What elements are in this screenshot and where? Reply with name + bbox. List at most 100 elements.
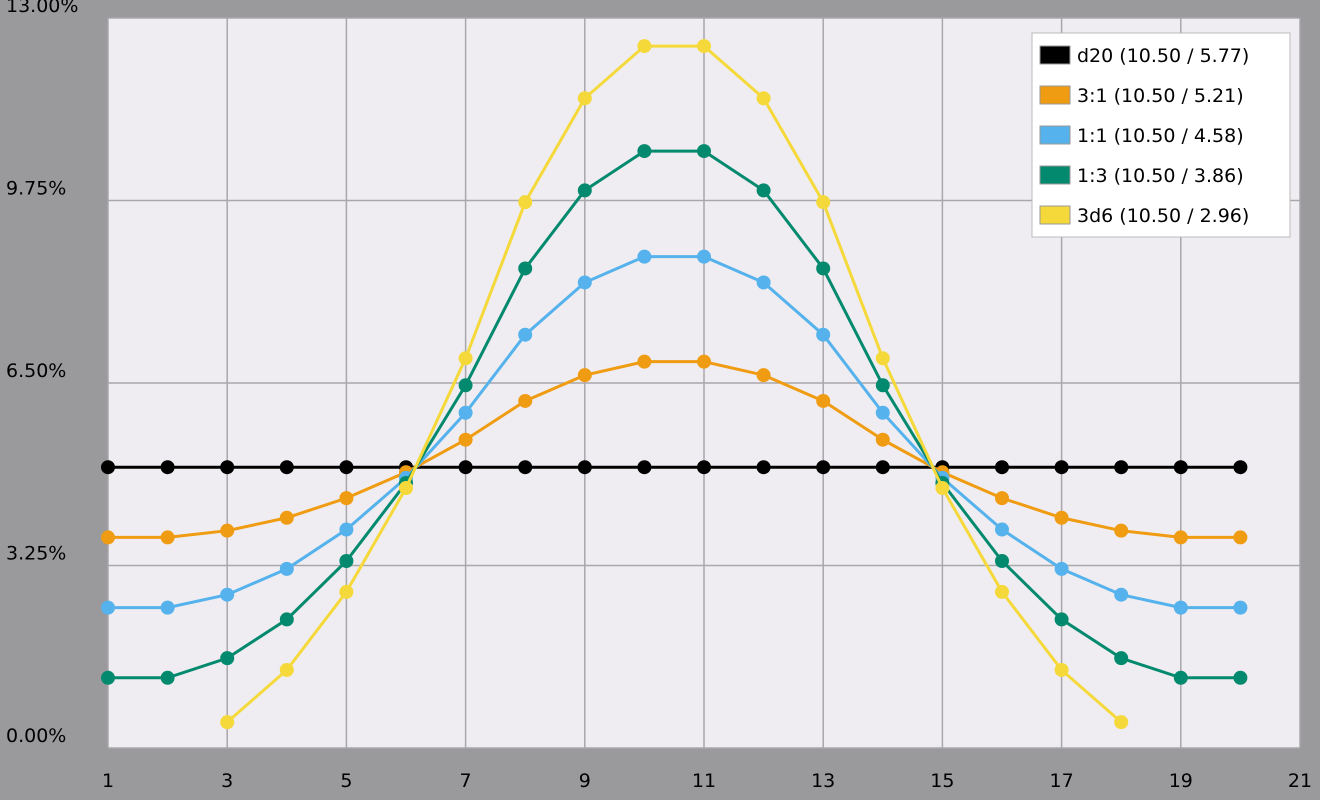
data-point <box>220 587 235 602</box>
x-tick-label: 7 <box>460 770 472 792</box>
data-point <box>1233 600 1248 615</box>
data-point <box>1054 460 1069 475</box>
data-point <box>1233 670 1248 685</box>
data-point <box>816 195 831 210</box>
x-tick-label: 1 <box>102 770 114 792</box>
x-tick-label: 5 <box>340 770 352 792</box>
data-point <box>160 670 175 685</box>
series-line <box>108 255 1241 610</box>
data-point <box>160 460 175 475</box>
data-point <box>816 327 831 342</box>
data-point <box>1054 662 1069 677</box>
legend-swatch <box>1039 125 1071 145</box>
data-point <box>995 460 1009 475</box>
data-point <box>518 327 533 342</box>
data-point <box>995 584 1009 599</box>
data-point <box>1114 460 1129 475</box>
data-point <box>637 354 652 369</box>
legend-label: 3:1 (10.50 / 5.21) <box>1077 85 1244 107</box>
data-point <box>875 378 890 393</box>
data-point <box>518 393 533 408</box>
data-point <box>577 91 592 106</box>
series-line <box>108 360 1241 539</box>
data-point <box>875 432 890 447</box>
data-point <box>458 405 473 420</box>
data-point <box>875 405 890 420</box>
data-point <box>816 393 831 408</box>
data-point <box>637 249 652 264</box>
x-tick-label: 21 <box>1288 770 1312 792</box>
x-tick-label: 19 <box>1169 770 1193 792</box>
legend-label: 3d6 (10.50 / 2.96) <box>1077 205 1249 227</box>
data-point <box>995 522 1009 537</box>
data-point <box>1114 587 1129 602</box>
data-point <box>756 91 771 106</box>
legend-swatch <box>1039 165 1071 185</box>
data-point <box>697 144 711 159</box>
x-tick-label: 11 <box>692 770 716 792</box>
data-point <box>518 261 533 276</box>
data-point <box>518 195 533 210</box>
x-tick-label: 3 <box>221 770 233 792</box>
data-point <box>1173 600 1188 615</box>
data-point <box>458 378 473 393</box>
data-point <box>101 460 115 475</box>
data-point <box>1054 612 1069 627</box>
legend-label: d20 (10.50 / 5.77) <box>1077 45 1249 67</box>
legend: d20 (10.50 / 5.77) 3:1 (10.50 / 5.21) 1:1 … <box>1031 32 1291 238</box>
data-point <box>1114 715 1129 730</box>
data-point <box>279 510 294 525</box>
data-point <box>697 249 711 264</box>
data-point <box>697 354 711 369</box>
data-point <box>101 600 115 615</box>
data-point <box>339 522 354 537</box>
legend-label: 1:1 (10.50 / 4.58) <box>1077 125 1244 147</box>
data-point <box>577 183 592 198</box>
data-point <box>518 460 533 475</box>
data-point <box>1114 523 1129 538</box>
x-tick-label: 17 <box>1050 770 1074 792</box>
data-point <box>458 460 473 475</box>
data-point <box>1173 460 1188 475</box>
data-point <box>458 351 473 366</box>
y-tick-label: 6.50% <box>6 360 66 382</box>
data-point <box>1173 530 1188 545</box>
data-point <box>101 530 115 545</box>
data-point <box>697 39 711 54</box>
data-point <box>399 481 413 496</box>
data-point <box>577 368 592 383</box>
data-point <box>279 612 294 627</box>
data-point <box>875 351 890 366</box>
data-point <box>816 460 831 475</box>
series-line <box>226 44 1123 724</box>
data-point <box>1233 460 1248 475</box>
data-point <box>577 460 592 475</box>
data-point <box>1233 530 1248 545</box>
data-point <box>220 460 235 475</box>
data-point <box>279 460 294 475</box>
data-point <box>279 561 294 576</box>
data-point <box>279 662 294 677</box>
y-tick-label: 0.00% <box>6 725 66 747</box>
legend-box <box>1031 32 1291 238</box>
y-tick-label: 13.00% <box>6 0 78 17</box>
legend-label: 1:3 (10.50 / 3.86) <box>1077 165 1244 187</box>
data-point <box>160 530 175 545</box>
data-point <box>339 554 354 569</box>
data-point <box>637 39 652 54</box>
data-point <box>577 275 592 290</box>
series-line <box>108 149 1241 680</box>
data-point <box>220 715 235 730</box>
data-point <box>1114 651 1129 666</box>
x-tick-label: 9 <box>579 770 591 792</box>
data-point <box>1173 670 1188 685</box>
data-point <box>1054 510 1069 525</box>
data-point <box>995 491 1009 506</box>
data-point <box>339 460 354 475</box>
x-tick-label: 15 <box>930 770 954 792</box>
legend-swatch <box>1039 85 1071 105</box>
data-point <box>995 554 1009 569</box>
data-point <box>160 600 175 615</box>
data-point <box>756 183 771 198</box>
